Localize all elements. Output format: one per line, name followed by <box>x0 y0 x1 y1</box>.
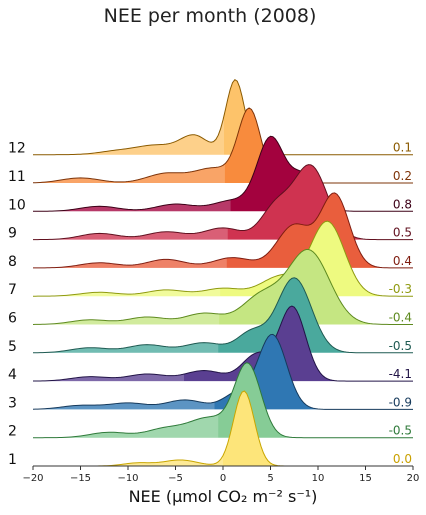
x-tick-label: 20 <box>407 473 420 484</box>
ridge-line-month-3 <box>32 333 413 410</box>
ridges-group: 12 0.111 0.210 0.89 0.58 0.47 -0.36 -0.45 -0.54-… <box>8 79 413 468</box>
value-label-8: 0.4 <box>393 254 412 268</box>
month-label-5: 5 <box>8 339 17 355</box>
ridge-line-month-6 <box>32 248 413 325</box>
value-label-2: -0.5 <box>389 424 412 438</box>
ridge-area-month-2 <box>33 362 413 438</box>
x-tick-label: −5 <box>168 473 183 484</box>
month-label-9: 9 <box>8 226 17 242</box>
month-label-4: 4 <box>8 367 17 383</box>
x-tick-label: 10 <box>312 473 325 484</box>
month-label-1: 1 <box>8 452 17 468</box>
ridge-shade-month-9 <box>33 227 228 240</box>
ridge-line-month-10 <box>32 135 413 212</box>
month-label-8: 8 <box>8 254 17 270</box>
ridge-area-month-6 <box>33 249 413 325</box>
value-label-10: 0.8 <box>393 197 412 211</box>
ridge-shade-month-2 <box>33 414 219 438</box>
x-axis: −20 −15 −10 −5 0 5 10 15 20 <box>22 465 420 484</box>
x-tick-label: −20 <box>22 473 43 484</box>
ridge-line-month-7 <box>33 220 413 297</box>
value-label-9: 0.5 <box>393 226 412 240</box>
ridge-line-month-2 <box>33 362 413 439</box>
ridge-line-month-12 <box>33 79 413 156</box>
x-tick-label: 0 <box>220 473 226 484</box>
ridge-area-month-5 <box>33 277 413 353</box>
value-label-3: -0.9 <box>389 395 412 409</box>
month-label-12: 12 <box>8 141 26 157</box>
ridge-line-month-5 <box>32 277 413 354</box>
ridge-area-month-11 <box>33 108 413 183</box>
value-label-4: -4.1 <box>389 367 412 381</box>
ridge-shade-month-12 <box>33 115 224 155</box>
value-label-12: 0.1 <box>393 141 412 155</box>
value-label-5: -0.5 <box>389 339 412 353</box>
value-label-11: 0.2 <box>393 169 412 183</box>
ridge-line-month-11 <box>32 107 413 184</box>
month-label-10: 10 <box>8 197 26 213</box>
value-label-1: 0.0 <box>393 452 412 466</box>
value-label-7: -0.3 <box>389 282 412 296</box>
ridge-shade-month-1 <box>33 455 223 466</box>
month-label-2: 2 <box>8 424 17 440</box>
ridge-shade-month-8 <box>33 258 227 268</box>
chart-title: NEE per month (2008) <box>104 5 317 27</box>
x-axis-label: NEE (µmol CO₂ m⁻² s⁻¹) <box>129 487 318 506</box>
value-label-6: -0.4 <box>389 311 412 325</box>
ridge-shade-month-6 <box>33 313 220 325</box>
month-label-3: 3 <box>8 395 17 411</box>
ridge-line-month-8 <box>32 192 413 269</box>
ridge-line-month-4 <box>32 305 413 382</box>
x-tick-label: −10 <box>117 473 138 484</box>
x-tick-label: −15 <box>70 473 91 484</box>
month-label-11: 11 <box>8 169 26 185</box>
month-label-7: 7 <box>8 282 17 298</box>
month-label-6: 6 <box>8 311 17 327</box>
ridge-area-month-12 <box>33 79 413 155</box>
x-tick-label: 15 <box>359 473 372 484</box>
x-tick-label: 5 <box>267 473 273 484</box>
